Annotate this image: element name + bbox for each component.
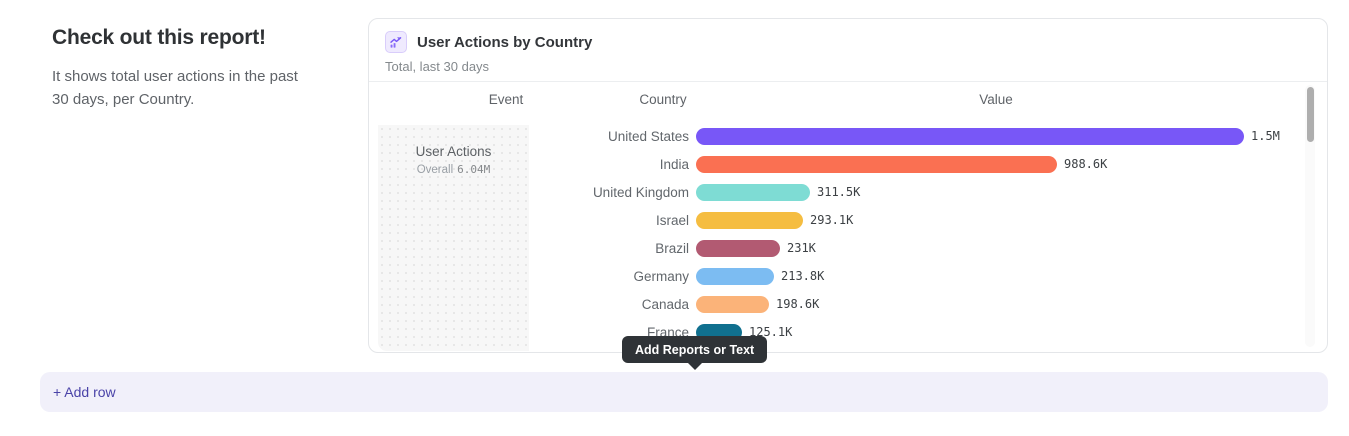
line-chart-icon <box>385 31 407 53</box>
event-name: User Actions <box>415 144 492 159</box>
report-table: Event Country Value User Actions Overall… <box>369 82 1327 352</box>
event-overall-label: Overall <box>416 164 454 176</box>
add-reports-tooltip: Add Reports or Text <box>622 336 768 363</box>
column-header-value: Value <box>979 92 1013 107</box>
value-bar[interactable] <box>696 127 1244 145</box>
country-label: United Kingdom <box>592 184 689 200</box>
country-label: Germany <box>633 268 689 284</box>
add-row-label: + Add row <box>53 384 116 400</box>
country-label: Israel <box>655 212 689 228</box>
chart-rows: United States 1.5M India 988.6K United Kingd… <box>369 122 1327 352</box>
value-bar[interactable] <box>696 183 810 201</box>
country-label: Brazil <box>655 240 689 256</box>
value-label: 198.6K <box>776 297 820 311</box>
value-bar[interactable] <box>696 295 769 313</box>
add-row-button[interactable]: + Add row <box>40 372 1328 412</box>
table-row: Brazil 231K <box>369 234 1327 262</box>
event-overall: Overall 6.04M <box>378 163 529 176</box>
report-card: User Actions by Country Total, last 30 d… <box>368 18 1328 353</box>
event-overall-value: 6.04M <box>457 163 491 176</box>
report-title: User Actions by Country <box>417 33 593 51</box>
table-row: United States 1.5M <box>369 122 1327 150</box>
value-label: 311.5K <box>817 185 861 199</box>
page-description: It shows total user actions in the past … <box>52 68 298 108</box>
column-header-event: Event <box>488 92 524 107</box>
value-label: 1.5M <box>1251 129 1280 143</box>
scrollbar-thumb[interactable] <box>1306 87 1314 142</box>
report-subtitle: Total, last 30 days <box>385 59 490 74</box>
scrollbar-track[interactable] <box>1305 85 1315 347</box>
table-row: Israel 293.1K <box>369 206 1327 234</box>
value-label: 988.6K <box>1064 157 1108 171</box>
tooltip-text: Add Reports or Text <box>635 342 755 357</box>
value-bar[interactable] <box>696 211 803 229</box>
country-label: India <box>659 156 689 172</box>
intro-block: Check out this report! It shows total us… <box>52 26 302 111</box>
value-bar[interactable] <box>696 155 1057 173</box>
table-row: France 125.1K <box>369 318 1327 346</box>
page-title: Check out this report! <box>52 26 266 49</box>
column-header-country: Country <box>639 92 687 107</box>
value-bar[interactable] <box>696 267 774 285</box>
value-label: 293.1K <box>810 213 854 227</box>
table-row: Canada 198.6K <box>369 290 1327 318</box>
event-cell[interactable]: User Actions Overall 6.04M <box>378 125 529 351</box>
country-label: Canada <box>641 296 689 312</box>
value-label: 231K <box>787 241 816 255</box>
country-label: United States <box>607 128 689 144</box>
table-row: United Kingdom 311.5K <box>369 178 1327 206</box>
value-bar[interactable] <box>696 239 780 257</box>
report-card-header: User Actions by Country Total, last 30 d… <box>369 19 1327 82</box>
value-label: 213.8K <box>781 269 825 283</box>
table-row: Germany 213.8K <box>369 262 1327 290</box>
table-row: India 988.6K <box>369 150 1327 178</box>
